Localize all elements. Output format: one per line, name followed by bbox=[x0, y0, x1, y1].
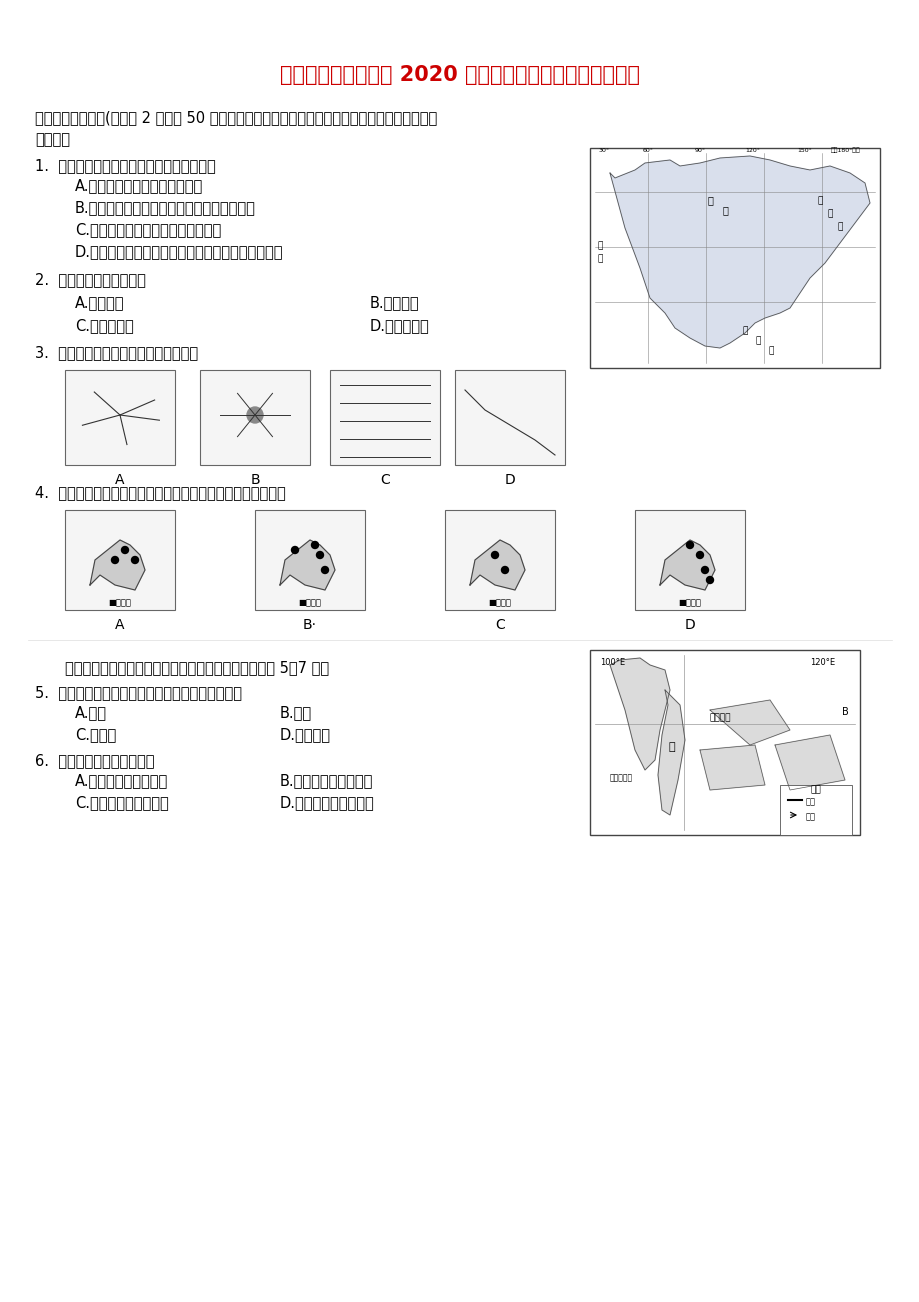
Bar bbox=[589, 650, 859, 835]
Bar bbox=[65, 370, 175, 465]
Text: A: A bbox=[115, 618, 125, 631]
Polygon shape bbox=[659, 540, 714, 590]
Text: A.乌拉尔山: A.乌拉尔山 bbox=[75, 296, 124, 310]
Text: 家住济南的小华，暑假想去东南亚游玩。读右图，完成 5～7 题。: 家住济南的小华，暑假想去东南亚游玩。读右图，完成 5～7 题。 bbox=[65, 660, 329, 674]
Text: 度: 度 bbox=[754, 336, 760, 345]
Text: 3.  下列图片能反应出亚洲水系特点的是: 3. 下列图片能反应出亚洲水系特点的是 bbox=[35, 345, 198, 359]
Circle shape bbox=[131, 556, 139, 564]
Bar bbox=[65, 510, 175, 611]
Text: 2.  亚洲和欧洲的分界线是: 2. 亚洲和欧洲的分界线是 bbox=[35, 272, 146, 286]
Text: B: B bbox=[250, 473, 259, 487]
Polygon shape bbox=[657, 690, 685, 815]
Text: 山东省济南市历城区 2020 学年七年级地理下学期期末试题: 山东省济南市历城区 2020 学年七年级地理下学期期末试题 bbox=[279, 65, 640, 85]
Bar bbox=[445, 510, 554, 611]
Text: 120°: 120° bbox=[744, 148, 759, 154]
Text: A: A bbox=[115, 473, 125, 487]
Text: 山脉: 山脉 bbox=[805, 797, 815, 806]
Text: ■工业区: ■工业区 bbox=[299, 598, 321, 607]
Text: 河流: 河流 bbox=[805, 812, 815, 822]
Text: 甲: 甲 bbox=[668, 742, 675, 753]
Circle shape bbox=[111, 556, 119, 564]
Bar bbox=[455, 370, 564, 465]
Text: 一、单项选择题。(每小题 2 分，共 50 分。四个选项中，只有一项符合题目要求，多选、错选均不: 一、单项选择题。(每小题 2 分，共 50 分。四个选项中，只有一项符合题目要求… bbox=[35, 109, 437, 125]
Bar bbox=[589, 148, 879, 368]
Circle shape bbox=[121, 547, 129, 553]
Text: 6.  图中甲半岛的山河大势是: 6. 图中甲半岛的山河大势是 bbox=[35, 753, 154, 768]
Circle shape bbox=[312, 542, 318, 548]
Text: ■工业区: ■工业区 bbox=[488, 598, 511, 607]
Text: 洲: 洲 bbox=[721, 204, 727, 215]
Text: 90°: 90° bbox=[694, 148, 705, 154]
Text: 30°: 30° bbox=[598, 148, 609, 154]
Text: D.防寒衣物: D.防寒衣物 bbox=[279, 727, 331, 742]
Circle shape bbox=[491, 552, 498, 559]
Text: 欧: 欧 bbox=[596, 241, 602, 250]
Text: 5.  小华想准备需要携带的东西，其中最不需要的是: 5. 小华想准备需要携带的东西，其中最不需要的是 bbox=[35, 685, 242, 700]
Text: C.亚洲地跨北温带和热带，没有寒带: C.亚洲地跨北温带和热带，没有寒带 bbox=[75, 223, 221, 237]
Text: 1.  读右图，有关亚洲地理位置说法正确的是: 1. 读右图，有关亚洲地理位置说法正确的是 bbox=[35, 158, 216, 173]
Text: 洋: 洋 bbox=[836, 223, 842, 230]
Text: B.亚洲东临太平洋，北临北冰洋，南临印度洋: B.亚洲东临太平洋，北临北冰洋，南临印度洋 bbox=[75, 201, 255, 215]
Text: A.雨伞: A.雨伞 bbox=[75, 704, 107, 720]
Text: C.巴拿马运河: C.巴拿马运河 bbox=[75, 318, 133, 333]
Text: D: D bbox=[684, 618, 695, 631]
Text: 120°E: 120°E bbox=[809, 658, 834, 667]
Circle shape bbox=[701, 566, 708, 573]
Text: B.高原为主，地面崎岖: B.高原为主，地面崎岖 bbox=[279, 773, 373, 788]
Text: 洋: 洋 bbox=[767, 346, 773, 355]
Text: 得分。）: 得分。） bbox=[35, 132, 70, 147]
Text: D: D bbox=[505, 473, 515, 487]
Bar bbox=[255, 510, 365, 611]
Text: B·: B· bbox=[302, 618, 317, 631]
Polygon shape bbox=[709, 700, 789, 745]
Bar bbox=[634, 510, 744, 611]
Text: 马六甲海峡: 马六甲海峡 bbox=[609, 773, 632, 783]
Polygon shape bbox=[609, 156, 869, 348]
Bar bbox=[330, 370, 439, 465]
Text: C: C bbox=[380, 473, 390, 487]
Text: 4.  日本工业与世界联系密切，能够反映日本工业分布特点的是: 4. 日本工业与世界联系密切，能够反映日本工业分布特点的是 bbox=[35, 486, 286, 500]
Circle shape bbox=[696, 552, 703, 559]
Text: 图例: 图例 bbox=[810, 785, 821, 794]
Text: C.山河相间，纵列分布: C.山河相间，纵列分布 bbox=[75, 796, 168, 810]
Circle shape bbox=[686, 542, 693, 548]
Polygon shape bbox=[470, 540, 525, 590]
Polygon shape bbox=[774, 736, 844, 790]
Circle shape bbox=[246, 408, 263, 423]
Text: 亚: 亚 bbox=[707, 195, 712, 204]
Text: 印: 印 bbox=[742, 326, 747, 335]
Polygon shape bbox=[279, 540, 335, 590]
Text: A.亚洲全部位于东半球、北半球: A.亚洲全部位于东半球、北半球 bbox=[75, 178, 203, 193]
Text: 东经180°西经: 东经180°西经 bbox=[830, 147, 859, 154]
Circle shape bbox=[501, 566, 508, 573]
Text: C: C bbox=[494, 618, 505, 631]
Text: 平: 平 bbox=[826, 210, 832, 217]
Polygon shape bbox=[90, 540, 145, 590]
Text: ■工业区: ■工业区 bbox=[108, 598, 131, 607]
Text: 60°: 60° bbox=[641, 148, 652, 154]
Text: 北回归线: 北回归线 bbox=[709, 713, 731, 723]
Text: C.摄像机: C.摄像机 bbox=[75, 727, 116, 742]
Polygon shape bbox=[699, 745, 765, 790]
Circle shape bbox=[706, 577, 713, 583]
Bar bbox=[199, 370, 310, 465]
Text: B: B bbox=[841, 707, 848, 716]
Text: 太: 太 bbox=[816, 197, 822, 204]
Text: 100°E: 100°E bbox=[599, 658, 624, 667]
Circle shape bbox=[291, 547, 298, 553]
Text: ■工业区: ■工业区 bbox=[678, 598, 700, 607]
Text: 洲: 洲 bbox=[596, 254, 602, 263]
Text: B.地图: B.地图 bbox=[279, 704, 312, 720]
Text: A.平原为主，地势平坦: A.平原为主，地势平坦 bbox=[75, 773, 168, 788]
Text: 150°: 150° bbox=[797, 148, 811, 154]
Bar bbox=[779, 785, 851, 835]
Text: D.地形复杂，中高周低: D.地形复杂，中高周低 bbox=[279, 796, 374, 810]
Circle shape bbox=[321, 566, 328, 573]
Polygon shape bbox=[609, 658, 669, 769]
Circle shape bbox=[316, 552, 323, 559]
Text: B.白令海峡: B.白令海峡 bbox=[369, 296, 419, 310]
Text: D.苏伊士运河: D.苏伊士运河 bbox=[369, 318, 429, 333]
Text: D.亚洲西面和西南面分别相邻的大洲是欧洲和大洋洲: D.亚洲西面和西南面分别相邻的大洲是欧洲和大洋洲 bbox=[75, 243, 283, 259]
